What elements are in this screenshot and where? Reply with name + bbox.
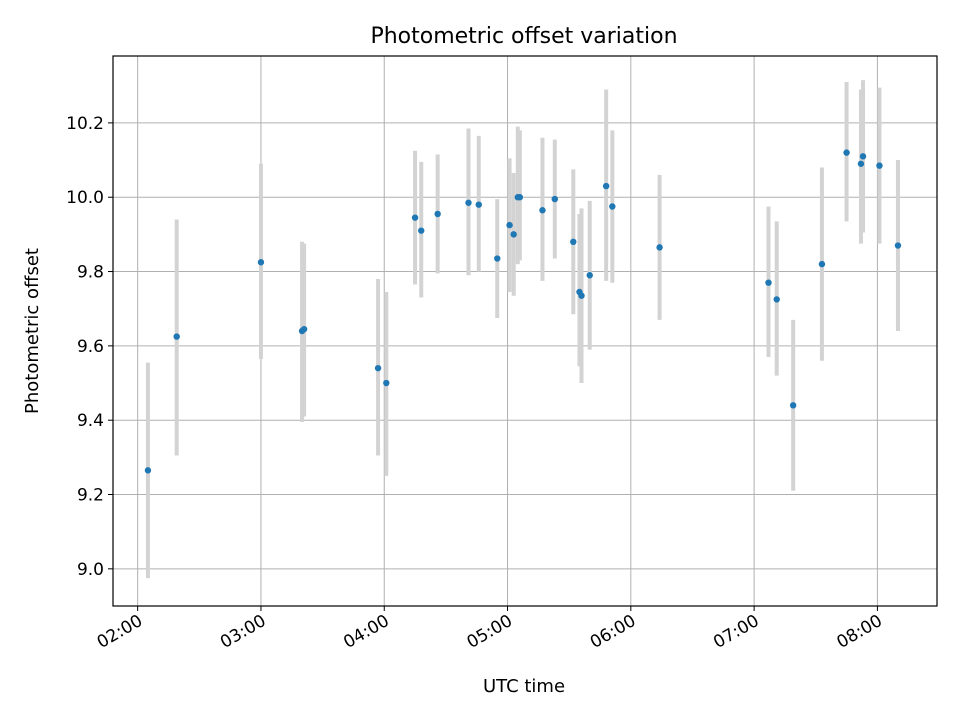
- data-point: [418, 227, 425, 234]
- data-point: [475, 201, 482, 208]
- y-tick-label: 10.2: [66, 114, 104, 134]
- data-point: [586, 272, 593, 279]
- data-point: [578, 292, 585, 299]
- x-axis-label: UTC time: [483, 676, 565, 697]
- y-tick-label: 10.0: [66, 188, 104, 208]
- plot-frame: [112, 55, 938, 607]
- data-point: [818, 260, 826, 268]
- data-point: [859, 153, 867, 160]
- y-tick-label: 9.4: [77, 411, 104, 431]
- data-point: [411, 214, 419, 221]
- y-tick-label: 9.2: [77, 486, 104, 506]
- data-point: [510, 231, 517, 238]
- y-axis-label: Photometric offset: [22, 248, 43, 414]
- data-point: [506, 221, 513, 229]
- data-point: [383, 379, 390, 387]
- data-point: [602, 182, 610, 190]
- data-point: [876, 162, 883, 169]
- grid: [113, 56, 937, 606]
- data-point: [300, 325, 308, 333]
- y-tick-label: 9.6: [77, 337, 104, 357]
- data-point: [465, 199, 472, 206]
- data-point: [374, 364, 382, 372]
- data-point: [434, 210, 441, 218]
- data-point: [857, 160, 865, 167]
- y-axis: 9.0 9.2 9.4 9.6 9.8 10.0 10.2: [66, 114, 113, 580]
- data-point: [656, 244, 663, 251]
- data-point: [894, 242, 902, 249]
- data-point: [789, 402, 797, 409]
- data-point: [609, 203, 616, 210]
- y-tick-label: 9.0: [77, 560, 104, 580]
- data-point: [843, 149, 850, 156]
- y-tick-label: 9.8: [77, 263, 104, 283]
- data-point: [144, 467, 152, 474]
- data-point: [539, 207, 546, 214]
- data-point: [494, 255, 501, 262]
- data-point: [173, 333, 180, 340]
- data-point: [570, 238, 577, 246]
- data-point: [551, 195, 558, 203]
- data-point: [765, 279, 772, 286]
- data-point: [773, 296, 780, 303]
- data-points: [144, 149, 902, 474]
- chart-title: Photometric offset variation: [370, 24, 677, 49]
- data-point: [257, 259, 265, 266]
- data-point: [516, 194, 524, 201]
